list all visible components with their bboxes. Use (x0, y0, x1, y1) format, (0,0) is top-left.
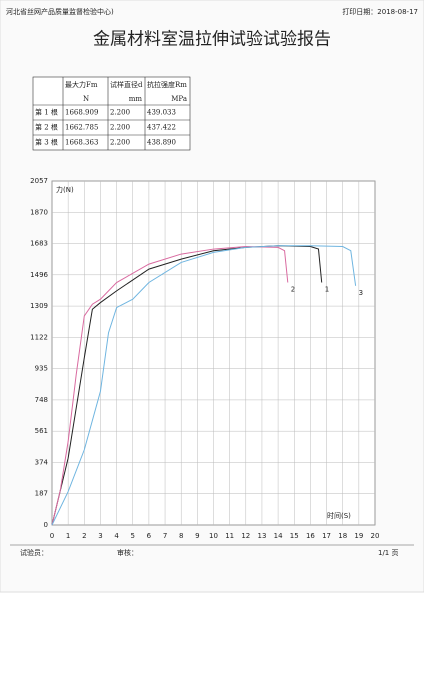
table-cell: 2.200 (110, 109, 130, 117)
x-tick-label: 5 (131, 532, 135, 540)
x-tick-label: 4 (114, 532, 119, 540)
x-tick-label: 8 (179, 532, 183, 540)
table-border (32, 76, 191, 151)
table-cell: 437.422 (147, 124, 176, 132)
table-unit: mm (129, 95, 143, 103)
curve (51, 245, 357, 526)
table-cell: 第 2 根 (35, 123, 58, 132)
tester-label: 试验员： (20, 548, 48, 557)
table-unit: MPa (171, 95, 187, 103)
x-tick-label: 7 (163, 532, 167, 540)
x-tick-label: 2 (82, 532, 86, 540)
y-tick-label: 1683 (30, 240, 48, 248)
x-axis-label: 时间(S) (327, 511, 351, 520)
y-tick-label: 1122 (30, 333, 48, 341)
x-tick-label: 6 (147, 532, 152, 540)
y-tick-label: 374 (35, 458, 49, 466)
x-tick-label: 0 (50, 532, 54, 540)
curve-label: 1 (325, 286, 329, 294)
report-title: 金属材料室温拉伸试验试验报告 (93, 30, 331, 50)
table-cell: 1668.363 (65, 139, 98, 147)
table-header: 试样直径d (110, 80, 143, 89)
table-header: 最大力Fm (65, 80, 98, 89)
y-tick-label: 0 (44, 521, 48, 529)
y-tick-label: 561 (35, 427, 48, 435)
reviewer-label: 审核： (117, 548, 138, 557)
y-tick-label: 187 (35, 490, 48, 498)
table-cell: 第 1 根 (35, 108, 58, 117)
curve (51, 245, 323, 526)
x-tick-label: 9 (195, 532, 199, 540)
y-tick-label: 1309 (30, 302, 48, 310)
table-cell: 1668.909 (65, 109, 98, 117)
x-tick-label: 17 (322, 532, 331, 540)
table-cell: 2.200 (110, 139, 130, 147)
x-tick-label: 14 (274, 532, 283, 540)
x-tick-label: 1 (66, 532, 70, 540)
x-tick-label: 15 (290, 532, 299, 540)
y-tick-label: 935 (35, 365, 48, 373)
print-date: 打印日期：2018-08-17 (342, 7, 418, 16)
page-number: 1/1 页 (378, 549, 399, 557)
y-tick-label: 1496 (30, 271, 48, 279)
table-cell: 438.890 (147, 139, 176, 147)
table-header: 抗拉强度Rm (147, 80, 187, 89)
table-cell: 第 3 根 (35, 138, 58, 147)
y-tick-label: 2057 (30, 177, 48, 185)
x-tick-label: 12 (241, 532, 250, 540)
x-tick-label: 19 (354, 532, 363, 540)
table-unit: N (83, 95, 89, 103)
x-tick-label: 10 (209, 532, 218, 540)
x-tick-label: 11 (225, 532, 234, 540)
x-tick-label: 13 (257, 532, 266, 540)
curve (51, 246, 289, 526)
table-cell: 439.033 (147, 109, 176, 117)
table-cell: 2.200 (110, 124, 130, 132)
y-tick-label: 1870 (30, 208, 48, 216)
curve-label: 2 (291, 286, 295, 294)
x-tick-label: 3 (98, 532, 102, 540)
y-tick-label: 748 (35, 396, 48, 404)
x-tick-label: 18 (338, 532, 347, 540)
x-tick-label: 20 (371, 532, 380, 540)
curve-label: 3 (359, 289, 363, 297)
org-name: 河北省丝网产品质量监督检验中心) (6, 7, 114, 16)
x-tick-label: 16 (306, 532, 315, 540)
y-axis-label: 力(N) (56, 185, 74, 194)
table-cell: 1662.785 (65, 124, 98, 132)
